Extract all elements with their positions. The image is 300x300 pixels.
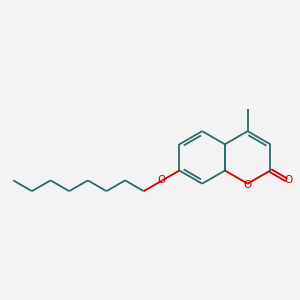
Text: O: O — [244, 180, 252, 190]
Text: O: O — [285, 175, 293, 185]
Text: O: O — [157, 176, 165, 185]
